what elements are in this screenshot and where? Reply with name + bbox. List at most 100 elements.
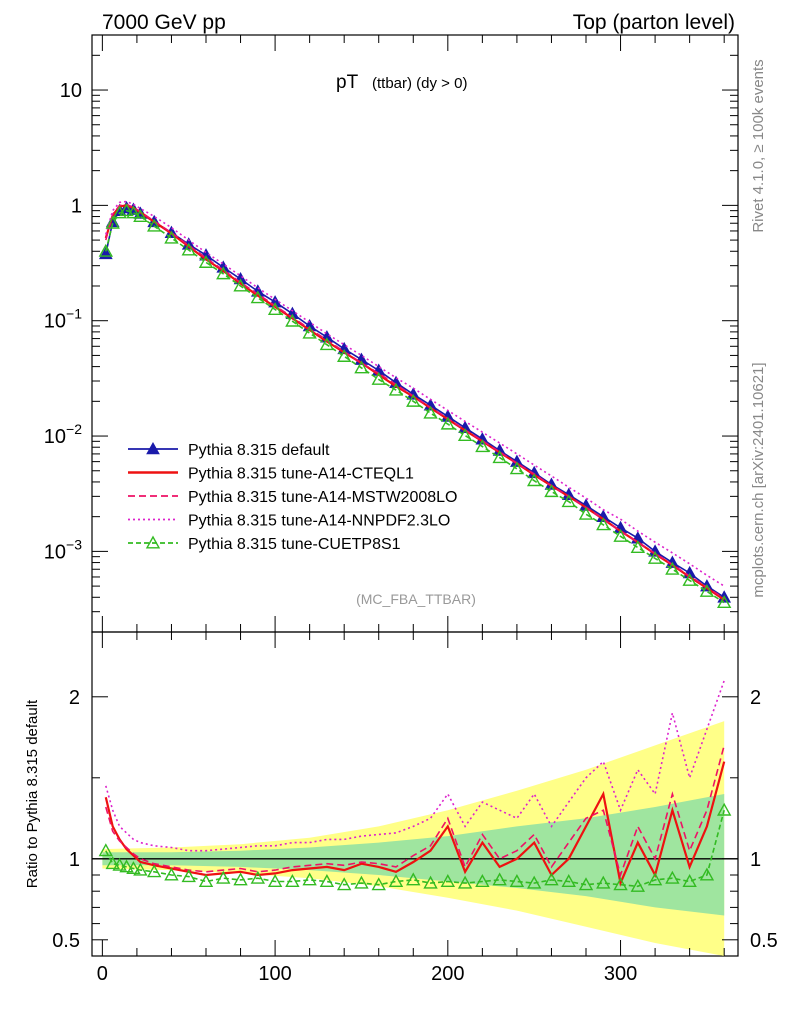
data-point — [371, 877, 386, 891]
ratio-series-3 — [98, 802, 732, 892]
data-point — [354, 875, 369, 889]
data-point — [544, 484, 559, 498]
data-point — [630, 878, 646, 892]
data-point — [319, 874, 335, 887]
tick-exponent: −1 — [66, 306, 82, 322]
data-point — [146, 441, 160, 455]
tick-base: 10 — [44, 541, 66, 563]
x-tick-label: 300 — [604, 963, 637, 985]
data-point — [647, 872, 663, 886]
data-point — [267, 874, 283, 887]
data-point — [133, 862, 148, 876]
series-2 — [105, 203, 725, 600]
data-point — [285, 313, 300, 327]
data-point — [105, 215, 120, 229]
legend-label: Pythia 8.315 tune-A14-NNPDF2.3LO — [188, 513, 450, 530]
legend-label: Pythia 8.315 tune-A14-CTEQL1 — [188, 466, 414, 483]
data-point — [146, 218, 162, 232]
data-point — [319, 337, 335, 351]
data-point — [682, 874, 697, 887]
tick-exponent: −3 — [66, 536, 82, 552]
data-point — [164, 867, 179, 881]
data-point — [146, 864, 162, 878]
ratio-line — [105, 745, 725, 878]
data-point — [119, 203, 134, 217]
data-point — [440, 416, 456, 430]
main-y-tick-label: 10−3 — [44, 536, 82, 563]
data-point — [388, 874, 404, 887]
legend-label: Pythia 8.315 default — [188, 442, 330, 459]
main-series-group — [98, 200, 732, 609]
ratio-y-label: Ratio to Pythia 8.315 default — [24, 699, 41, 888]
data-point — [613, 877, 628, 891]
x-axis: 0 100 200 300 — [97, 632, 725, 985]
data-point — [198, 874, 214, 887]
tick-base: 10 — [44, 311, 66, 333]
data-point — [371, 371, 386, 385]
data-point — [665, 561, 680, 575]
legend-label: Pythia 8.315 tune-A14-MSTW2008LO — [188, 489, 457, 506]
data-point — [423, 875, 438, 889]
data-point — [105, 856, 120, 870]
analysis-label: (MC_FBA_TTBAR) — [356, 591, 476, 607]
data-point — [475, 439, 490, 453]
data-point — [250, 870, 266, 884]
header-energy-label: 7000 GeV pp — [102, 11, 226, 34]
data-point — [388, 382, 404, 396]
main-y-tick-label: 10−1 — [44, 306, 82, 333]
uncertainty-band-outer — [102, 721, 725, 956]
ratio-y-tick-label: 0.5 — [52, 930, 80, 952]
data-point — [216, 266, 231, 280]
data-point — [423, 405, 438, 419]
data-point — [665, 870, 680, 884]
series-line — [105, 200, 725, 587]
data-point — [682, 572, 697, 586]
data-point — [475, 874, 490, 887]
main-title-pt: pT — [336, 72, 359, 93]
main-title-sub: (ttbar) (dy > 0) — [372, 75, 467, 92]
data-point — [526, 875, 542, 889]
data-point — [285, 874, 300, 887]
rivet-version-label: Rivet 4.1.0, ≥ 100k events — [750, 59, 767, 232]
data-point — [526, 473, 542, 487]
data-point — [336, 348, 352, 362]
data-point — [509, 461, 525, 475]
data-point — [233, 278, 248, 292]
ratio-y-tick-label: 2 — [69, 687, 80, 709]
data-point — [578, 877, 594, 891]
main-y-tick-label: 10 — [60, 80, 82, 102]
series-3 — [105, 200, 725, 587]
data-point — [181, 869, 196, 883]
mcplots-credit-label: mcplots.cern.ch [arXiv:2401.10621] — [750, 362, 767, 597]
data-point — [699, 583, 715, 597]
data-point — [699, 867, 715, 881]
x-tick-label: 200 — [431, 963, 464, 985]
ratio-axes: 0.5 0.5 1 1 2 2 — [52, 687, 778, 952]
data-point — [336, 877, 352, 891]
ratio-frame — [91, 631, 739, 957]
data-point — [578, 506, 594, 520]
ratio-series-1 — [105, 745, 725, 878]
legend-label: Pythia 8.315 tune-CUETP8S1 — [188, 536, 401, 553]
main-y-tick-label: 1 — [71, 195, 82, 217]
data-point — [302, 872, 317, 886]
series-4 — [98, 203, 732, 609]
data-point — [561, 494, 576, 508]
ratio-series-0 — [104, 761, 726, 887]
data-point — [164, 230, 179, 244]
data-point — [126, 861, 141, 875]
data-point — [133, 209, 148, 223]
series-line — [105, 209, 725, 604]
data-point — [112, 857, 127, 871]
data-point — [509, 874, 525, 887]
data-point — [440, 874, 456, 887]
data-point — [457, 875, 473, 889]
data-point — [406, 393, 421, 407]
data-point — [492, 450, 507, 464]
ratio-bands — [92, 721, 738, 956]
data-point — [233, 872, 248, 886]
data-point — [126, 205, 141, 219]
data-point — [406, 872, 421, 886]
